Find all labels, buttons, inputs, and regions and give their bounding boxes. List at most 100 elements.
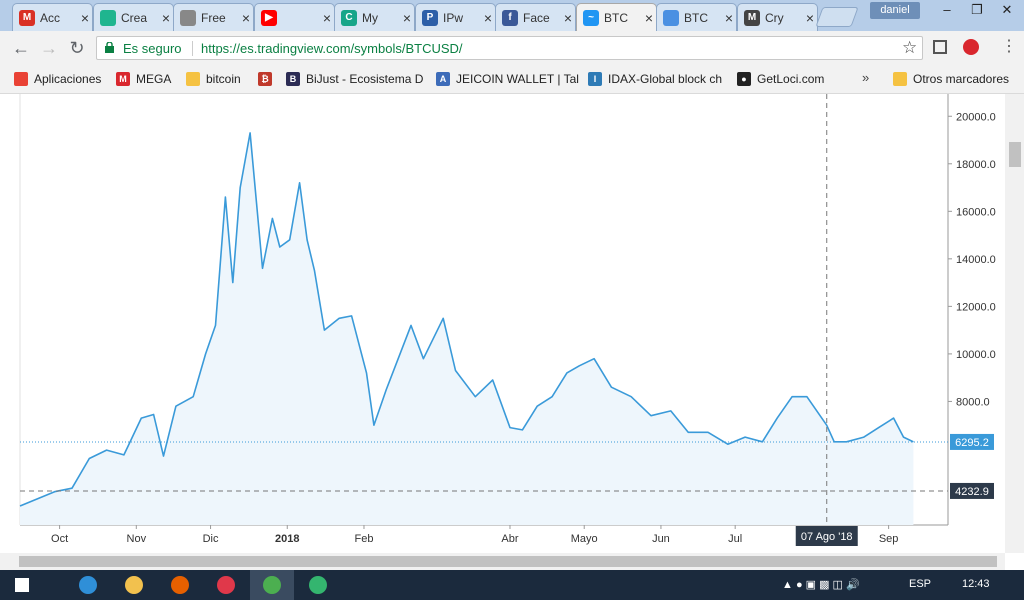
x-tick-label: Jun: [652, 533, 670, 545]
horizontal-scrollbar-thumb[interactable]: [19, 556, 997, 567]
bookmark-item[interactable]: Aplicaciones: [14, 70, 101, 88]
getloci-icon: ●: [737, 72, 751, 86]
address-bar[interactable]: Es seguro https://es.tradingview.com/sym…: [96, 36, 923, 60]
tab-title: My: [362, 10, 378, 25]
crosshair-price-label: 4232.9: [955, 486, 989, 498]
mega-icon: M: [116, 72, 130, 86]
y-tick-label: 18000.0: [956, 159, 996, 171]
bookmark-item[interactable]: bitcoin: [186, 70, 241, 88]
x-tick-label: Jul: [728, 533, 742, 545]
bookmark-item[interactable]: ● GetLoci.com: [737, 70, 824, 88]
bookmark-item[interactable]: B BiJust - Ecosistema D: [286, 70, 423, 88]
internet-explorer-icon: [79, 576, 97, 594]
tab-close-icon[interactable]: ×: [241, 9, 251, 26]
bookmark-label: JEICOIN WALLET | Tal: [456, 72, 579, 86]
vertical-scrollbar[interactable]: [1005, 94, 1024, 553]
tab-close-icon[interactable]: ×: [563, 9, 573, 26]
tab-close-icon[interactable]: ×: [402, 9, 412, 26]
taskbar-app[interactable]: [66, 570, 110, 600]
tab-title: Crea: [121, 10, 148, 25]
close-window-icon[interactable]: ✕: [1001, 2, 1013, 17]
tab-close-icon[interactable]: ×: [644, 9, 654, 26]
new-tab-button[interactable]: [815, 7, 859, 27]
bookmarks-bar: Aplicaciones M MEGA bitcoin ₿ B BiJust - Ecosi…: [0, 64, 1024, 94]
app-red-icon: [217, 576, 235, 594]
bookmark-label: IDAX-Global block ch: [608, 72, 723, 86]
other-bookmarks-label: Otros marcadores: [913, 72, 1010, 86]
tab-title: Face: [523, 10, 550, 25]
taskbar-app[interactable]: [112, 570, 156, 600]
tab-close-icon[interactable]: ×: [80, 9, 90, 26]
y-tick-label: 16000.0: [956, 206, 996, 218]
green-circle-icon: [100, 9, 116, 26]
tab-2[interactable]: Crea ×: [93, 3, 174, 31]
firefox-icon: [171, 576, 189, 594]
chrome-icon: [263, 576, 281, 594]
price-chart[interactable]: 6295.2 4232.9 07 Ago '18 20000.0 18000.0 1600…: [0, 94, 1005, 553]
clock[interactable]: 12:43: [962, 578, 990, 590]
tab-close-icon[interactable]: ×: [322, 9, 332, 26]
apps-grid-icon: [14, 72, 28, 86]
bookmark-item[interactable]: I IDAX-Global block ch: [588, 70, 722, 88]
x-tick-label: Oct: [51, 533, 68, 545]
idax-icon: I: [588, 72, 602, 86]
back-icon[interactable]: ←: [12, 38, 30, 58]
tab-title: Acc: [40, 10, 61, 25]
ipw-icon: P: [422, 9, 438, 26]
tray-icons[interactable]: ▲ ● ▣ ▩ ◫ 🔊: [782, 579, 860, 591]
other-bookmarks[interactable]: Otros marcadores: [893, 70, 1009, 88]
url-text[interactable]: https://es.tradingview.com/symbols/BTCUS…: [201, 41, 463, 56]
file-explorer-icon: [125, 576, 143, 594]
bookmark-star-icon[interactable]: ☆: [902, 38, 918, 57]
tab-1[interactable]: M Acc ×: [12, 3, 93, 31]
tab-4[interactable]: ▶ ×: [254, 3, 335, 31]
tab-9[interactable]: BTC ×: [656, 3, 737, 31]
qr-icon[interactable]: [933, 40, 947, 54]
tab-close-icon[interactable]: ×: [805, 9, 815, 26]
facebook-icon: f: [502, 9, 518, 26]
bookmark-label: BiJust - Ecosistema D: [306, 72, 424, 86]
y-tick-label: 12000.0: [956, 301, 996, 313]
language-indicator[interactable]: ESP: [909, 578, 932, 590]
extension-icon[interactable]: [963, 39, 979, 55]
taskbar-app[interactable]: [158, 570, 202, 600]
tab-5[interactable]: C My ×: [334, 3, 415, 31]
loading-icon: [663, 9, 679, 26]
reload-icon[interactable]: ↻: [69, 38, 85, 58]
tab-title: BTC: [604, 10, 628, 25]
series-line: [19, 132, 914, 507]
tab-close-icon[interactable]: ×: [483, 9, 493, 26]
tab-close-icon[interactable]: ×: [724, 9, 734, 26]
tab-10[interactable]: M Cry ×: [737, 3, 818, 31]
vertical-scrollbar-thumb[interactable]: [1009, 142, 1021, 167]
crosshair-price-label-bg: [950, 482, 994, 499]
profile-button[interactable]: daniel: [870, 2, 920, 19]
forward-icon[interactable]: →: [40, 38, 58, 58]
minimize-icon[interactable]: –: [943, 2, 951, 17]
chart-area[interactable]: 6295.2 4232.9 07 Ago '18 20000.0 18000.0 1600…: [0, 94, 1024, 553]
last-price-label-bg: [950, 433, 994, 450]
taskbar-app[interactable]: [250, 570, 294, 600]
menu-icon[interactable]: ⋮: [1001, 38, 1017, 55]
series-area: [20, 132, 914, 525]
tab-close-icon[interactable]: ×: [161, 9, 171, 26]
folder-icon: [893, 72, 907, 86]
taskbar-app[interactable]: [0, 570, 44, 600]
youtube-icon: ▶: [261, 9, 277, 26]
restore-icon[interactable]: ❐: [971, 2, 983, 17]
crosshair-date-label: 07 Ago '18: [801, 531, 853, 543]
bookmark-item[interactable]: ₿: [258, 70, 278, 88]
windows-start-icon: [15, 578, 29, 592]
x-tick-label: Feb: [354, 533, 373, 545]
tab-8[interactable]: ~ BTC ×: [576, 3, 657, 31]
taskbar-app[interactable]: [204, 570, 248, 600]
bookmark-label: Aplicaciones: [34, 72, 102, 86]
more-bookmarks-button[interactable]: »: [862, 70, 870, 85]
bookmark-item[interactable]: A JEICOIN WALLET | Tal: [436, 70, 579, 88]
tab-6[interactable]: P IPw ×: [415, 3, 496, 31]
bookmark-item[interactable]: M MEGA: [116, 70, 171, 88]
browser-toolbar: ← → ↻ Es seguro https://es.tradingview.c…: [0, 31, 1024, 64]
tab-7[interactable]: f Face ×: [495, 3, 576, 31]
taskbar-app[interactable]: [296, 570, 340, 600]
tab-3[interactable]: Free ×: [173, 3, 254, 31]
